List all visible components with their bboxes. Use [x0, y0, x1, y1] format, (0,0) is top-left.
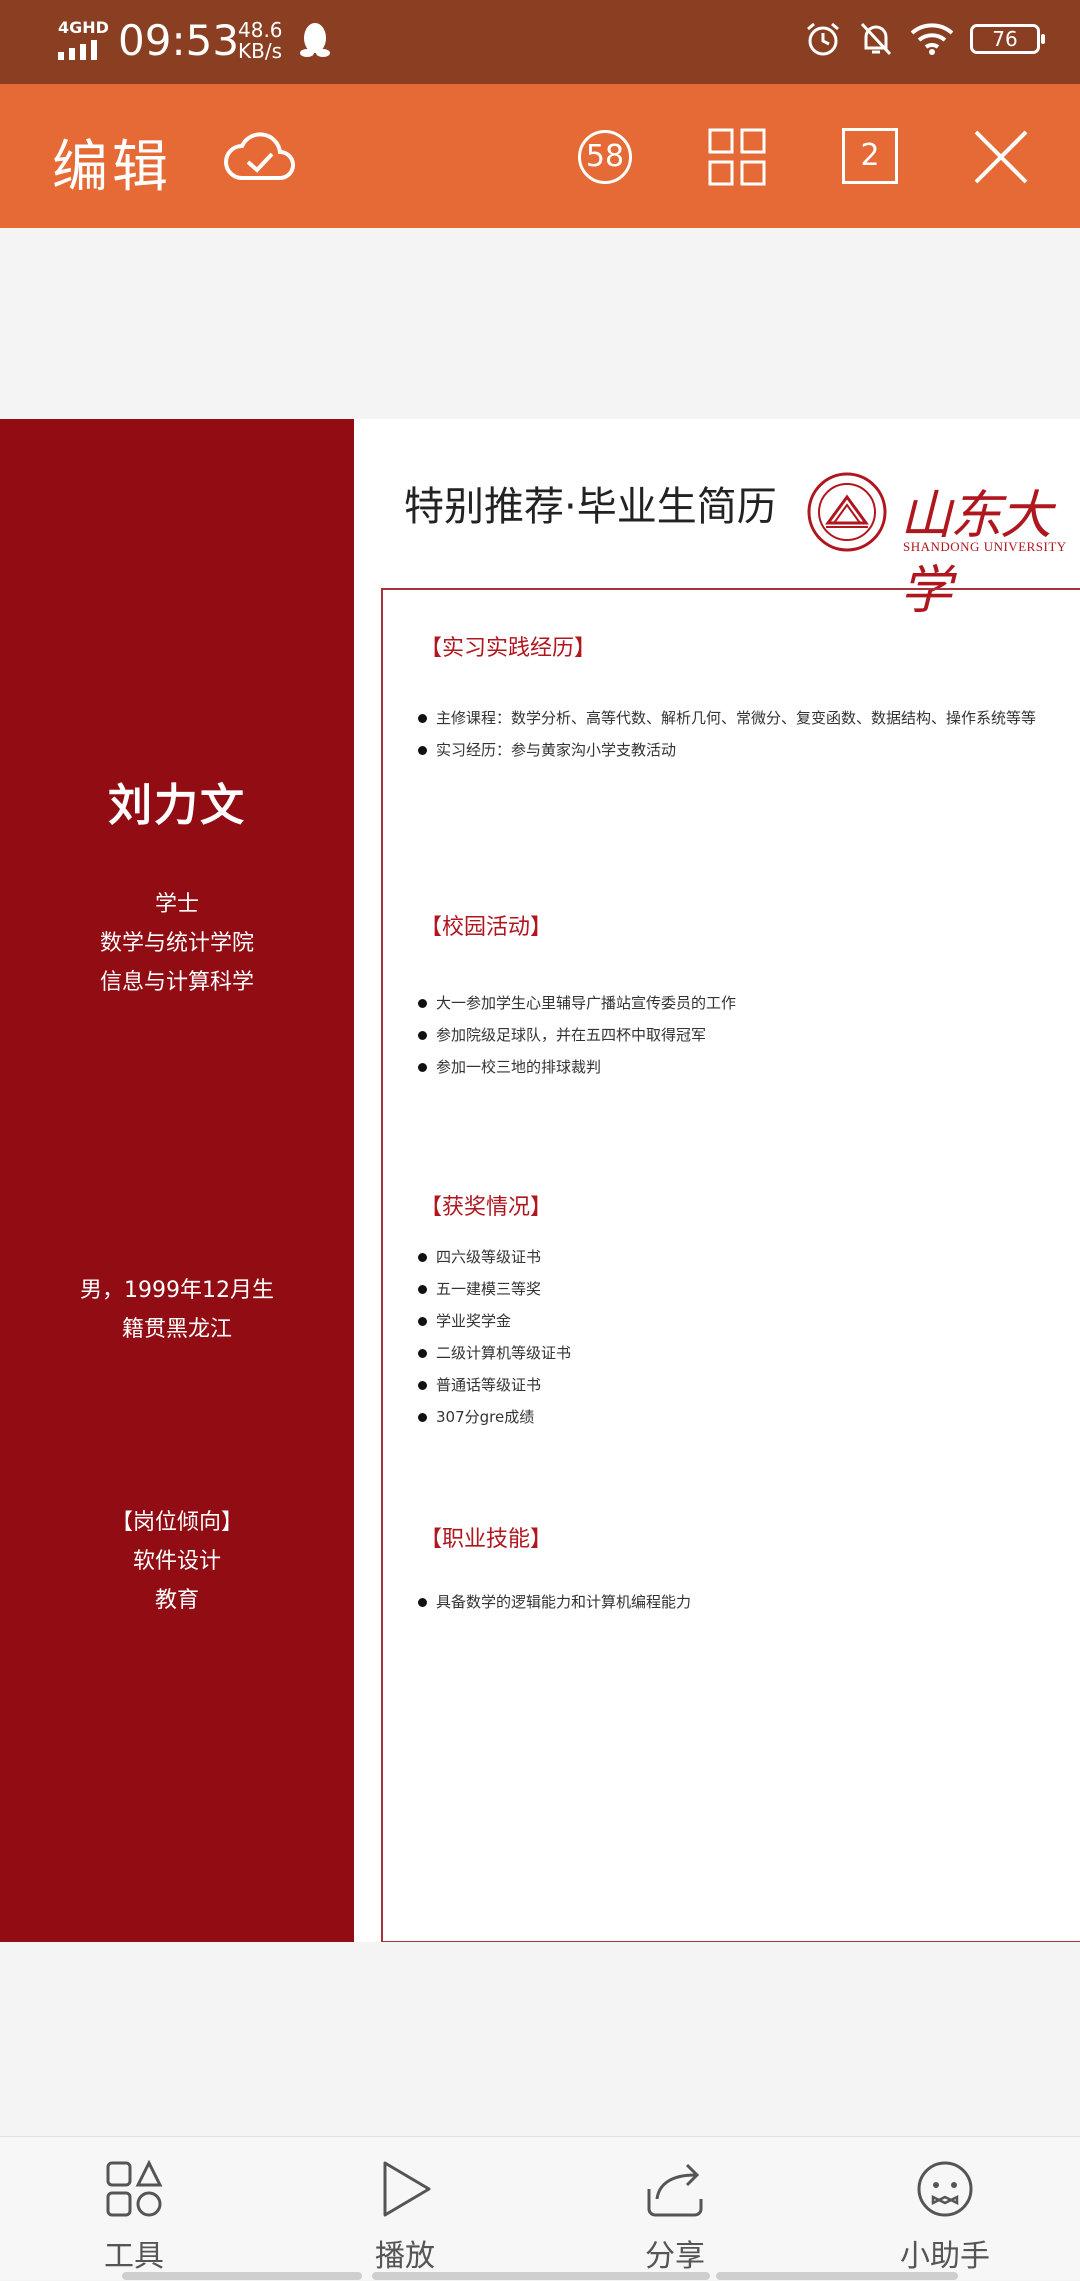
signal-icon	[58, 40, 97, 60]
play-icon	[383, 2161, 431, 2217]
alarm-icon	[807, 22, 839, 56]
tab-share-label: 分享	[645, 2239, 705, 2274]
campus-list: 大一参加学生心里辅导广播站宣传委员的工作 参加院级足球队，并在五四杯中取得冠军 …	[418, 995, 1038, 1091]
list-item: 实习经历：参与黄家沟小学支教活动	[418, 742, 1038, 759]
editor-toolbar: 编辑 58 2	[0, 84, 1080, 228]
education-info: 学士 数学与统计学院 信息与计算科学	[0, 885, 354, 1002]
section-title-campus: 【校园活动】	[420, 915, 553, 940]
section-title-practice: 【实习实践经历】	[420, 636, 597, 661]
list-item: 具备数学的逻辑能力和计算机编程能力	[418, 1594, 1038, 1611]
list-item: 学业奖学金	[418, 1313, 1038, 1330]
assistant-icon	[917, 2161, 973, 2217]
clock: 09:53	[118, 16, 240, 65]
mute-bell-icon	[860, 22, 892, 56]
qq-penguin-icon	[300, 23, 330, 57]
gender-birth: 男，1999年12月生	[80, 1278, 274, 1303]
speed-unit: KB/s	[238, 39, 282, 63]
major: 信息与计算科学	[99, 970, 254, 995]
position-1: 软件设计	[132, 1549, 221, 1574]
list-item: 二级计算机等级证书	[418, 1345, 1038, 1362]
tab-assistant-label: 小助手	[900, 2239, 990, 2274]
resume-slide[interactable]: 刘力文 学士 数学与统计学院 信息与计算科学 男，1999年12月生 籍贯黑龙江…	[0, 419, 1080, 1942]
section-title-skills: 【职业技能】	[420, 1527, 553, 1552]
degree: 学士	[154, 892, 199, 917]
list-item: 四六级等级证书	[418, 1249, 1038, 1266]
university-subtitle: SHANDONG UNIVERSITY	[903, 539, 1067, 554]
wifi-icon	[910, 23, 954, 55]
list-item: 五一建模三等奖	[418, 1281, 1038, 1298]
scroll-indicator	[372, 2272, 710, 2280]
status-bar: 4GHD 09:53 48.6 KB/s 76	[0, 0, 1080, 84]
status-right-icons: 76	[804, 20, 1045, 58]
position-preference: 【岗位倾向】 软件设计 教育	[0, 1503, 354, 1620]
close-icon[interactable]	[972, 128, 1030, 186]
list-item: 大一参加学生心里辅导广播站宣传委员的工作	[418, 995, 1038, 1012]
section-title-awards: 【获奖情况】	[420, 1195, 553, 1220]
personal-info: 男，1999年12月生 籍贯黑龙江	[0, 1271, 354, 1349]
speed-value: 48.6	[238, 18, 283, 42]
tab-tools[interactable]: 工具	[44, 2137, 224, 2281]
tab-tools-label: 工具	[104, 2239, 164, 2274]
tools-icon	[106, 2159, 163, 2217]
edit-button[interactable]: 编辑	[52, 135, 172, 200]
position-title: 【岗位倾向】	[110, 1510, 243, 1535]
tab-share[interactable]: 分享	[585, 2137, 765, 2281]
content-frame	[381, 588, 1080, 1942]
university-seal-icon	[807, 472, 887, 552]
battery-indicator: 76	[970, 24, 1045, 54]
college: 数学与统计学院	[99, 931, 254, 956]
position-2: 教育	[154, 1588, 199, 1613]
scroll-indicator	[122, 2272, 362, 2280]
network-type: 4GHD	[58, 18, 109, 37]
skills-list: 具备数学的逻辑能力和计算机编程能力	[418, 1594, 1038, 1626]
hometown: 籍贯黑龙江	[121, 1317, 232, 1342]
practice-list: 主修课程：数学分析、高等代数、解析几何、常微分、复变函数、数据结构、操作系统等等…	[418, 710, 1038, 774]
awards-list: 四六级等级证书 五一建模三等奖 学业奖学金 二级计算机等级证书 普通话等级证书 …	[418, 1249, 1038, 1441]
bottom-nav: 工具 播放 分享 小助手	[0, 2136, 1080, 2280]
candidate-name: 刘力文	[108, 780, 246, 831]
cloud-saved-icon[interactable]	[224, 124, 296, 188]
network-speed: 48.6 KB/s	[238, 20, 283, 62]
list-item: 参加院级足球队，并在五四杯中取得冠军	[418, 1027, 1038, 1044]
list-item: 主修课程：数学分析、高等代数、解析几何、常微分、复变函数、数据结构、操作系统等等	[418, 710, 1038, 727]
university-logo-text: 山东大学	[900, 486, 1052, 621]
list-item: 普通话等级证书	[418, 1377, 1038, 1394]
tab-assistant[interactable]: 小助手	[855, 2137, 1035, 2281]
tab-play-label: 播放	[375, 2239, 435, 2274]
tab-play[interactable]: 播放	[315, 2137, 495, 2281]
resume-header: 特别推荐·毕业生简历	[404, 484, 777, 530]
list-item: 307分gre成绩	[418, 1409, 1038, 1426]
page-number-box[interactable]: 2	[842, 128, 898, 184]
list-item: 参加一校三地的排球裁判	[418, 1059, 1038, 1076]
grid-view-icon[interactable]	[708, 128, 766, 186]
resume-sidebar: 刘力文 学士 数学与统计学院 信息与计算科学 男，1999年12月生 籍贯黑龙江…	[0, 419, 354, 1942]
share-icon	[647, 2163, 703, 2217]
scroll-indicator	[716, 2272, 958, 2280]
slide-count-badge[interactable]: 58	[578, 130, 632, 184]
